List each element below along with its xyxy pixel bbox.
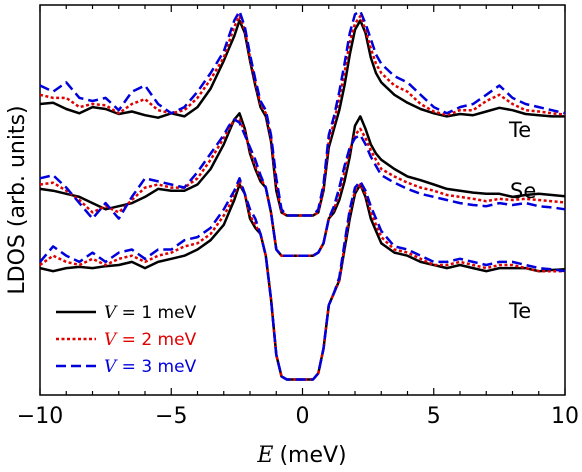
series-line-v1-panel-1 xyxy=(39,19,565,217)
curve-label-top: Te xyxy=(508,118,531,142)
x-tick-label-1: −5 xyxy=(155,404,187,429)
curve-label-middle: Se xyxy=(510,179,536,203)
ticks-layer: −10 −5 0 5 10 xyxy=(17,5,579,429)
legend-entry-v3: V = 3 meV xyxy=(104,357,197,377)
series-line-v2-panel-3 xyxy=(39,180,565,381)
series-layer xyxy=(39,9,566,381)
x-axis-label: E (meV) xyxy=(256,443,346,468)
series-line-v3-panel-1 xyxy=(39,9,566,217)
x-tick-label-3: 5 xyxy=(427,404,441,429)
x-axis-var: E xyxy=(256,443,273,468)
series-line-v3-panel-3 xyxy=(39,177,566,381)
series-line-v1-panel-3 xyxy=(39,183,566,381)
y-axis-label: LDOS (arb. units) xyxy=(5,105,30,294)
legend: V = 1 meV V = 2 meV V = 3 meV xyxy=(56,303,197,377)
x-tick-label-0: −10 xyxy=(17,404,63,429)
curve-label-bottom: Te xyxy=(508,299,531,323)
x-tick-label-4: 10 xyxy=(551,404,579,429)
series-line-v3-panel-2 xyxy=(39,118,566,257)
legend-entry-v1: V = 1 meV xyxy=(104,303,197,323)
series-line-v1-panel-2 xyxy=(39,112,566,257)
x-tick-label-2: 0 xyxy=(296,404,310,429)
x-axis-unit: (meV) xyxy=(279,443,346,468)
series-line-v2-panel-1 xyxy=(39,14,566,217)
legend-entry-v2: V = 2 meV xyxy=(104,330,197,350)
series-line-v2-panel-2 xyxy=(39,118,566,257)
